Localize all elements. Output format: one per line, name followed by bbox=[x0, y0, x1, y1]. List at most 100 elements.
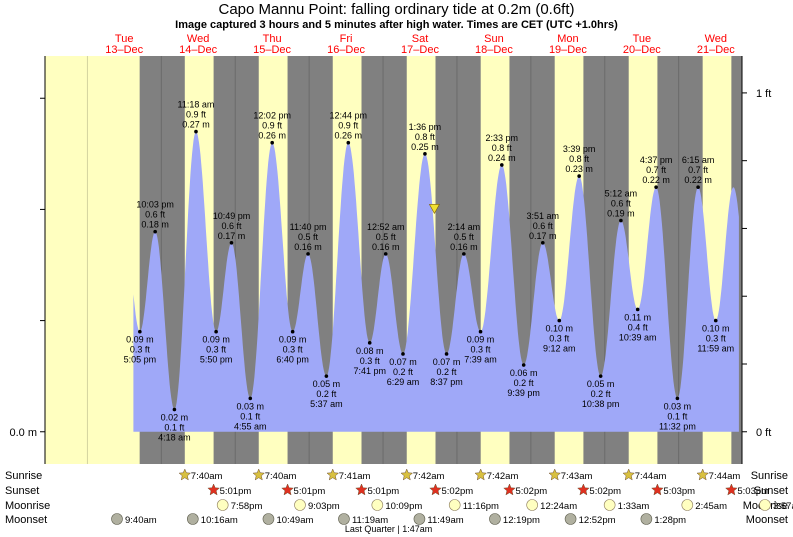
extreme-label: 0.18 m bbox=[141, 220, 169, 230]
row-label-right: Sunrise bbox=[751, 470, 788, 482]
sunrise-icon bbox=[696, 468, 710, 481]
extreme-label: 5:37 am bbox=[310, 399, 343, 409]
extreme-label: 0.3 ft bbox=[130, 345, 151, 355]
extreme-point bbox=[248, 396, 253, 401]
moon-phase-note: Last Quarter | 1:47am bbox=[345, 524, 432, 534]
extreme-point bbox=[521, 363, 526, 367]
left-tick-label: 0.0 m bbox=[9, 427, 37, 439]
extreme-label: 0.19 m bbox=[607, 209, 635, 219]
sunrise-icon bbox=[474, 468, 488, 481]
extreme-point bbox=[172, 407, 177, 412]
extreme-label: 10:39 am bbox=[619, 332, 657, 342]
extreme-label: 0.17 m bbox=[218, 231, 246, 241]
extreme-label: 0.2 ft bbox=[316, 389, 337, 399]
sunrise-icon bbox=[400, 468, 414, 481]
extreme-point bbox=[229, 240, 234, 245]
sunrise-icon bbox=[326, 468, 340, 481]
extreme-point bbox=[401, 352, 405, 356]
chart-title: Capo Mannu Point: falling ordinary tide … bbox=[218, 1, 575, 18]
moonset-icon bbox=[640, 513, 653, 525]
day-of-week: Fri bbox=[340, 33, 353, 45]
right-tick-label: 0 ft bbox=[756, 427, 771, 439]
extreme-label: 0.7 ft bbox=[646, 165, 667, 175]
extreme-label: 0.9 ft bbox=[338, 121, 359, 131]
sunrise-icon bbox=[622, 468, 636, 481]
sunset-time: 5:03pm bbox=[737, 486, 769, 497]
extreme-label: 3:51 am bbox=[527, 211, 560, 221]
extreme-label: 0.1 ft bbox=[240, 411, 261, 421]
extreme-label: 7:39 am bbox=[464, 355, 497, 365]
extreme-label: 0.8 ft bbox=[569, 154, 590, 164]
extreme-point bbox=[324, 374, 329, 378]
sunrise-time: 7:41am bbox=[339, 471, 371, 482]
day-date: 21–Dec bbox=[697, 44, 735, 56]
moonset-time: 10:16am bbox=[201, 515, 238, 526]
extreme-label: 4:18 am bbox=[158, 433, 191, 443]
sunrise-icon bbox=[252, 468, 266, 481]
moonrise-icon bbox=[216, 499, 229, 511]
row-label-left: Moonrise bbox=[5, 500, 50, 512]
extreme-label: 0.3 ft bbox=[471, 345, 492, 355]
sunset-time: 5:02pm bbox=[515, 486, 547, 497]
extreme-label: 0.10 m bbox=[702, 324, 730, 334]
moonrise-icon bbox=[681, 499, 694, 511]
extreme-label: 12:52 am bbox=[367, 222, 405, 232]
moonrise-icon bbox=[294, 499, 306, 511]
day-date: 20–Dec bbox=[623, 44, 661, 56]
moonrise-icon bbox=[371, 499, 384, 511]
extreme-label: 0.07 m bbox=[433, 357, 461, 367]
extreme-label: 0.6 ft bbox=[145, 210, 166, 220]
moonset-icon bbox=[413, 513, 426, 525]
extreme-label: 10:38 pm bbox=[582, 399, 620, 409]
extreme-label: 0.3 ft bbox=[549, 334, 570, 344]
extreme-label: 4:55 am bbox=[234, 421, 267, 431]
day-of-week: Wed bbox=[187, 33, 209, 45]
extreme-point bbox=[270, 140, 274, 145]
extreme-point bbox=[478, 329, 483, 334]
extreme-label: 0.5 ft bbox=[298, 232, 319, 242]
sunrise-time: 7:44am bbox=[635, 471, 667, 482]
day-of-week: Sun bbox=[484, 33, 504, 45]
extreme-label: 0.27 m bbox=[182, 120, 210, 130]
extreme-point bbox=[194, 129, 198, 134]
moonset-icon bbox=[564, 513, 577, 525]
day-of-week: Tue bbox=[633, 33, 652, 45]
extreme-point bbox=[306, 252, 310, 256]
sunset-time: 5:02pm bbox=[442, 486, 474, 497]
moonrise-time: 11:16pm bbox=[463, 501, 499, 512]
extreme-label: 0.11 m bbox=[624, 312, 651, 322]
sunrise-icon bbox=[548, 468, 562, 481]
extreme-point bbox=[423, 152, 427, 156]
extreme-label: 0.16 m bbox=[372, 242, 400, 252]
extreme-label: 0.06 m bbox=[510, 368, 538, 378]
moonrise-icon bbox=[759, 499, 771, 511]
extreme-label: 0.05 m bbox=[587, 379, 615, 389]
extreme-label: 3:39 pm bbox=[563, 144, 596, 154]
sunset-icon bbox=[725, 483, 738, 496]
day-date: 14–Dec bbox=[179, 44, 217, 56]
moonrise-icon bbox=[448, 499, 461, 511]
extreme-label: 10:49 pm bbox=[213, 211, 251, 221]
extreme-point bbox=[557, 318, 562, 323]
sunset-icon bbox=[429, 483, 442, 496]
day-of-week: Wed bbox=[705, 33, 727, 45]
extreme-label: 0.3 ft bbox=[206, 345, 227, 355]
sunrise-time: 7:44am bbox=[709, 471, 741, 482]
extreme-label: 0.1 ft bbox=[667, 411, 688, 421]
extreme-point bbox=[153, 229, 157, 234]
extreme-label: 0.8 ft bbox=[415, 132, 436, 142]
extreme-point bbox=[444, 352, 449, 356]
day-date: 17–Dec bbox=[401, 44, 439, 56]
sunset-icon bbox=[207, 483, 220, 496]
extreme-label: 0.09 m bbox=[126, 335, 154, 345]
extreme-label: 0.3 ft bbox=[283, 345, 304, 355]
extreme-point bbox=[619, 218, 623, 223]
extreme-label: 0.5 ft bbox=[454, 232, 475, 242]
sunset-icon bbox=[503, 483, 516, 496]
extreme-point bbox=[577, 174, 581, 178]
extreme-label: 0.02 m bbox=[161, 413, 189, 423]
extreme-label: 0.23 m bbox=[565, 164, 593, 174]
extreme-label: 12:02 pm bbox=[253, 111, 291, 121]
extreme-label: 0.24 m bbox=[488, 153, 516, 163]
moonset-icon bbox=[489, 513, 501, 525]
